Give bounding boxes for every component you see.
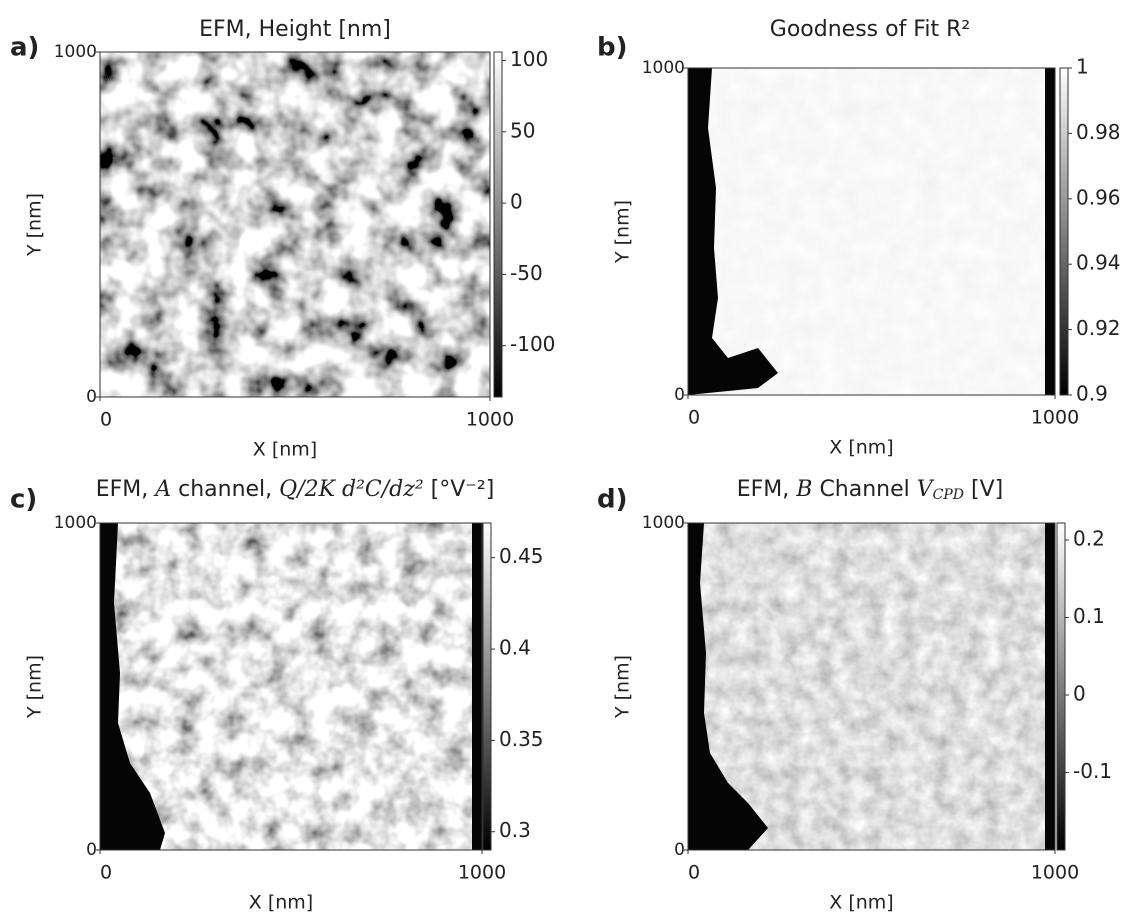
panel-label: b) [597, 33, 628, 63]
panel: c) EFM, A channel, Q/2K d²C/dz² [°V⁻²] 0 10… [10, 477, 544, 914]
x-axis-label: X [nm] [829, 437, 893, 459]
chart-title: Goodness of Fit R² [770, 17, 970, 42]
colorbar-tick-label: 0.3 [499, 818, 531, 842]
plot-frame [687, 67, 1056, 396]
title-part: B [795, 477, 812, 502]
title-part: Channel [812, 477, 916, 502]
colorbar-tick-label: 100 [510, 47, 548, 71]
colorbar-tick-label: 0.4 [499, 636, 531, 660]
title-part: [°V⁻²] [424, 477, 495, 502]
x-tick-label: 1000 [458, 862, 506, 884]
colorbar-tick-label: 50 [510, 118, 535, 142]
panel-label: a) [10, 33, 39, 63]
title-part: [V] [964, 477, 1003, 502]
colorbar-tick-label: 0.9 [1076, 382, 1108, 406]
panel: d) EFM, B Channel VCPD [V] 0 1000 0 1000 X [nm… [597, 477, 1112, 914]
y-tick-label: 0 [674, 385, 685, 405]
x-tick-label: 0 [100, 409, 112, 431]
x-axis-label: X [nm] [253, 439, 317, 461]
colorbar [482, 522, 492, 851]
x-tick-label: 1000 [1031, 862, 1079, 884]
panel-label: c) [10, 485, 37, 515]
y-axis-label: Y [nm] [612, 200, 634, 264]
dark-edge [100, 523, 165, 850]
x-tick-label: 0 [100, 862, 112, 884]
y-tick-label: 0 [674, 840, 685, 860]
colorbar-tick-label: 0.35 [499, 727, 544, 751]
x-axis-label: X [nm] [249, 892, 313, 914]
scan-image [100, 523, 482, 850]
x-tick-label: 0 [688, 862, 700, 884]
scan-image [100, 52, 490, 397]
title-part: CPD [933, 487, 964, 503]
title-part: Goodness of Fit R² [770, 17, 970, 42]
colorbar-tick-label: -50 [510, 261, 543, 285]
title-part: Q/2K d²C/dz² [279, 477, 424, 502]
scan-image [688, 523, 1055, 850]
title-part: EFM, [96, 477, 156, 502]
colorbar-tick-label: 0 [1073, 682, 1086, 706]
colorbar-tick-label: 0.45 [499, 544, 544, 568]
y-tick-label: 1000 [54, 42, 97, 62]
dark-edge [472, 523, 482, 850]
panel: b) Goodness of Fit R² 0 1000 0 1000 X [nm] Y [n… [597, 17, 1121, 459]
chart-title: EFM, B Channel VCPD [V] [737, 477, 1003, 503]
plot-frame [687, 522, 1056, 851]
chart-title: EFM, Height [nm] [199, 17, 391, 42]
colorbar-tick-label: 0.2 [1073, 527, 1105, 551]
plot-frame [99, 51, 491, 398]
dark-edge [688, 523, 768, 850]
colorbar-tick-label: 1 [1076, 55, 1089, 79]
colorbar-tick-label: 0.98 [1076, 120, 1121, 144]
chart-title: EFM, A channel, Q/2K d²C/dz² [°V⁻²] [96, 477, 495, 502]
colorbar [1059, 67, 1069, 396]
colorbar-tick-label: 0.96 [1076, 185, 1121, 209]
colorbar-tick-label: -100 [510, 332, 555, 356]
title-part: EFM, Height [nm] [199, 17, 391, 42]
x-axis-label: X [nm] [829, 892, 893, 914]
title-part: channel, [171, 477, 279, 502]
colorbar [493, 51, 503, 398]
y-tick-label: 1000 [54, 513, 97, 533]
panel-label: d) [597, 485, 628, 515]
plot-frame [99, 522, 483, 851]
colorbar-tick-label: 0.94 [1076, 251, 1121, 275]
y-tick-label: 0 [86, 840, 97, 860]
y-axis-label: Y [nm] [24, 193, 46, 257]
scan-image [688, 68, 1055, 395]
colorbar-tick-label: -0.1 [1073, 759, 1112, 783]
title-part: V [917, 477, 935, 502]
y-tick-label: 1000 [642, 58, 685, 78]
x-tick-label: 0 [688, 407, 700, 429]
colorbar-tick-label: 0 [510, 190, 523, 214]
y-axis-label: Y [nm] [24, 655, 46, 719]
colorbar-tick-label: 0.92 [1076, 316, 1121, 340]
dark-edge [1045, 523, 1055, 850]
x-tick-label: 1000 [1031, 407, 1079, 429]
y-tick-label: 0 [86, 387, 97, 407]
colorbar-tick-label: 0.1 [1073, 604, 1105, 628]
x-tick-label: 1000 [466, 409, 514, 431]
y-axis-label: Y [nm] [612, 655, 634, 719]
dark-edge [688, 68, 778, 395]
dark-edge [1045, 68, 1055, 395]
title-part: EFM, [737, 477, 797, 502]
y-tick-label: 1000 [642, 513, 685, 533]
colorbar [1056, 522, 1066, 851]
title-part: A [153, 477, 171, 502]
